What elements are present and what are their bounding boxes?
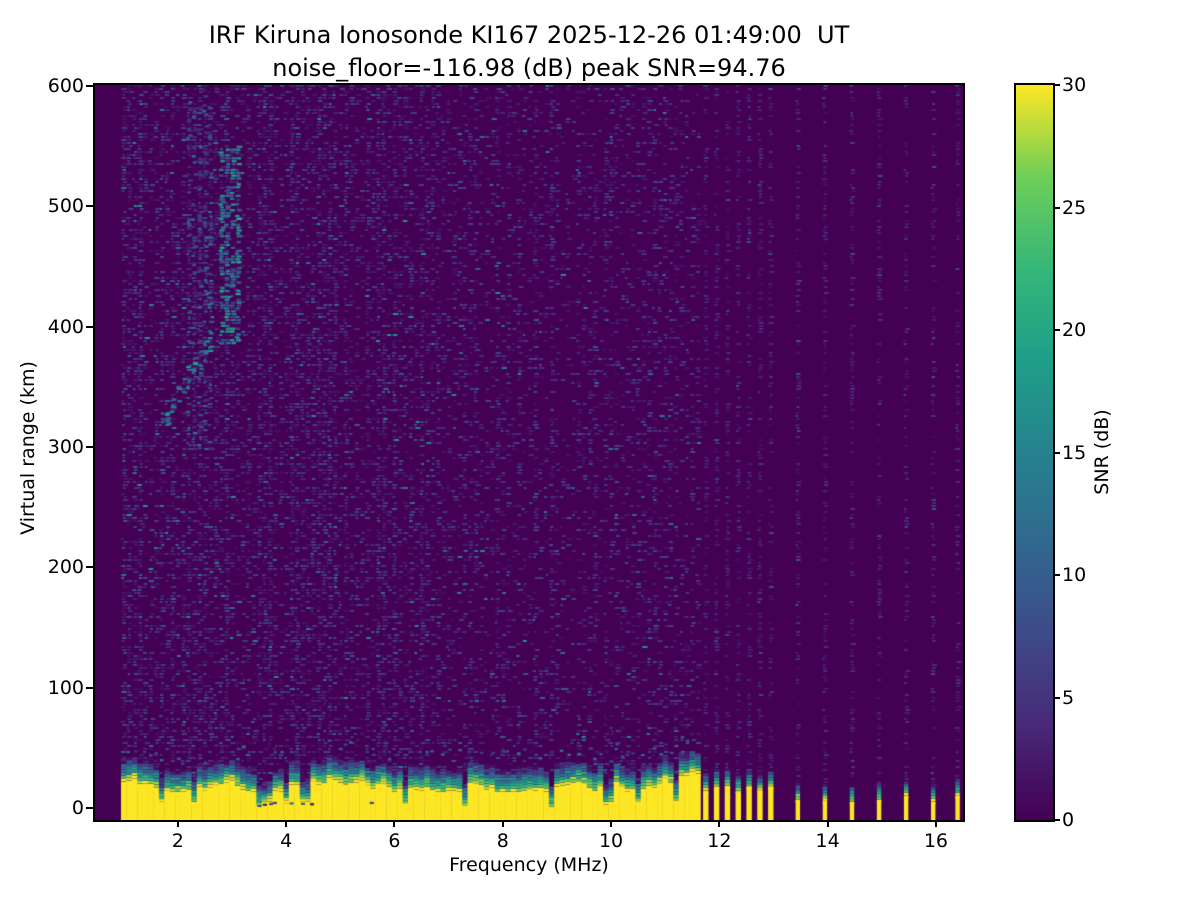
colorbar-tick-mark <box>1053 206 1060 209</box>
colorbar-tick-mark <box>1053 451 1060 454</box>
y-tick-label: 0 <box>71 796 84 819</box>
colorbar-tick-mark <box>1053 696 1060 699</box>
x-tick-mark <box>826 820 829 827</box>
x-tick-mark <box>501 820 504 827</box>
colorbar-tick-mark <box>1053 574 1060 576</box>
colorbar-label: SNR (dB) <box>1091 409 1113 495</box>
y-tick-label: 500 <box>47 195 84 218</box>
x-tick-label: 12 <box>707 830 732 852</box>
x-axis-label: Frequency (MHz) <box>449 854 609 876</box>
x-tick-mark <box>176 820 179 827</box>
y-tick-mark <box>86 85 93 88</box>
x-tick-label: 8 <box>496 830 509 852</box>
y-tick-mark <box>86 446 93 449</box>
y-tick-mark <box>86 806 93 809</box>
y-tick-label: 400 <box>47 315 84 338</box>
y-tick-label: 600 <box>47 75 84 98</box>
chart-subtitle: noise_floor=-116.98 (dB) peak SNR=94.76 <box>272 54 786 82</box>
x-tick-mark <box>934 820 937 827</box>
colorbar-tick-label: 30 <box>1062 74 1087 96</box>
y-tick-mark <box>86 205 93 208</box>
x-tick-label: 4 <box>280 830 293 852</box>
colorbar-gradient <box>1016 85 1053 820</box>
y-tick-label: 300 <box>47 436 84 459</box>
x-tick-label: 2 <box>171 830 184 852</box>
colorbar-tick-mark <box>1053 84 1060 86</box>
y-tick-mark <box>86 325 93 328</box>
x-tick-mark <box>285 820 288 827</box>
y-tick-label: 200 <box>47 556 84 579</box>
chart-title: IRF Kiruna Ionosonde KI167 2025-12-26 01… <box>208 21 850 49</box>
y-tick-mark <box>86 686 93 689</box>
y-tick-label: 100 <box>47 676 84 699</box>
x-tick-mark <box>610 820 613 827</box>
colorbar-tick-label: 5 <box>1062 686 1075 709</box>
colorbar-tick-mark <box>1053 819 1060 821</box>
colorbar-tick-label: 10 <box>1062 564 1087 586</box>
x-tick-mark <box>393 820 396 827</box>
colorbar-tick-label: 0 <box>1062 809 1075 831</box>
x-tick-label: 6 <box>388 830 401 852</box>
colorbar-tick-label: 25 <box>1062 196 1087 219</box>
ionogram-heatmap <box>95 85 963 820</box>
x-tick-label: 14 <box>815 830 840 852</box>
x-tick-label: 10 <box>598 830 624 852</box>
y-tick-mark <box>86 566 93 569</box>
colorbar-tick-label: 20 <box>1062 319 1087 341</box>
colorbar-tick-mark <box>1053 329 1060 331</box>
x-tick-label: 16 <box>923 830 949 852</box>
colorbar-tick-label: 15 <box>1062 441 1087 464</box>
x-tick-mark <box>718 820 721 827</box>
